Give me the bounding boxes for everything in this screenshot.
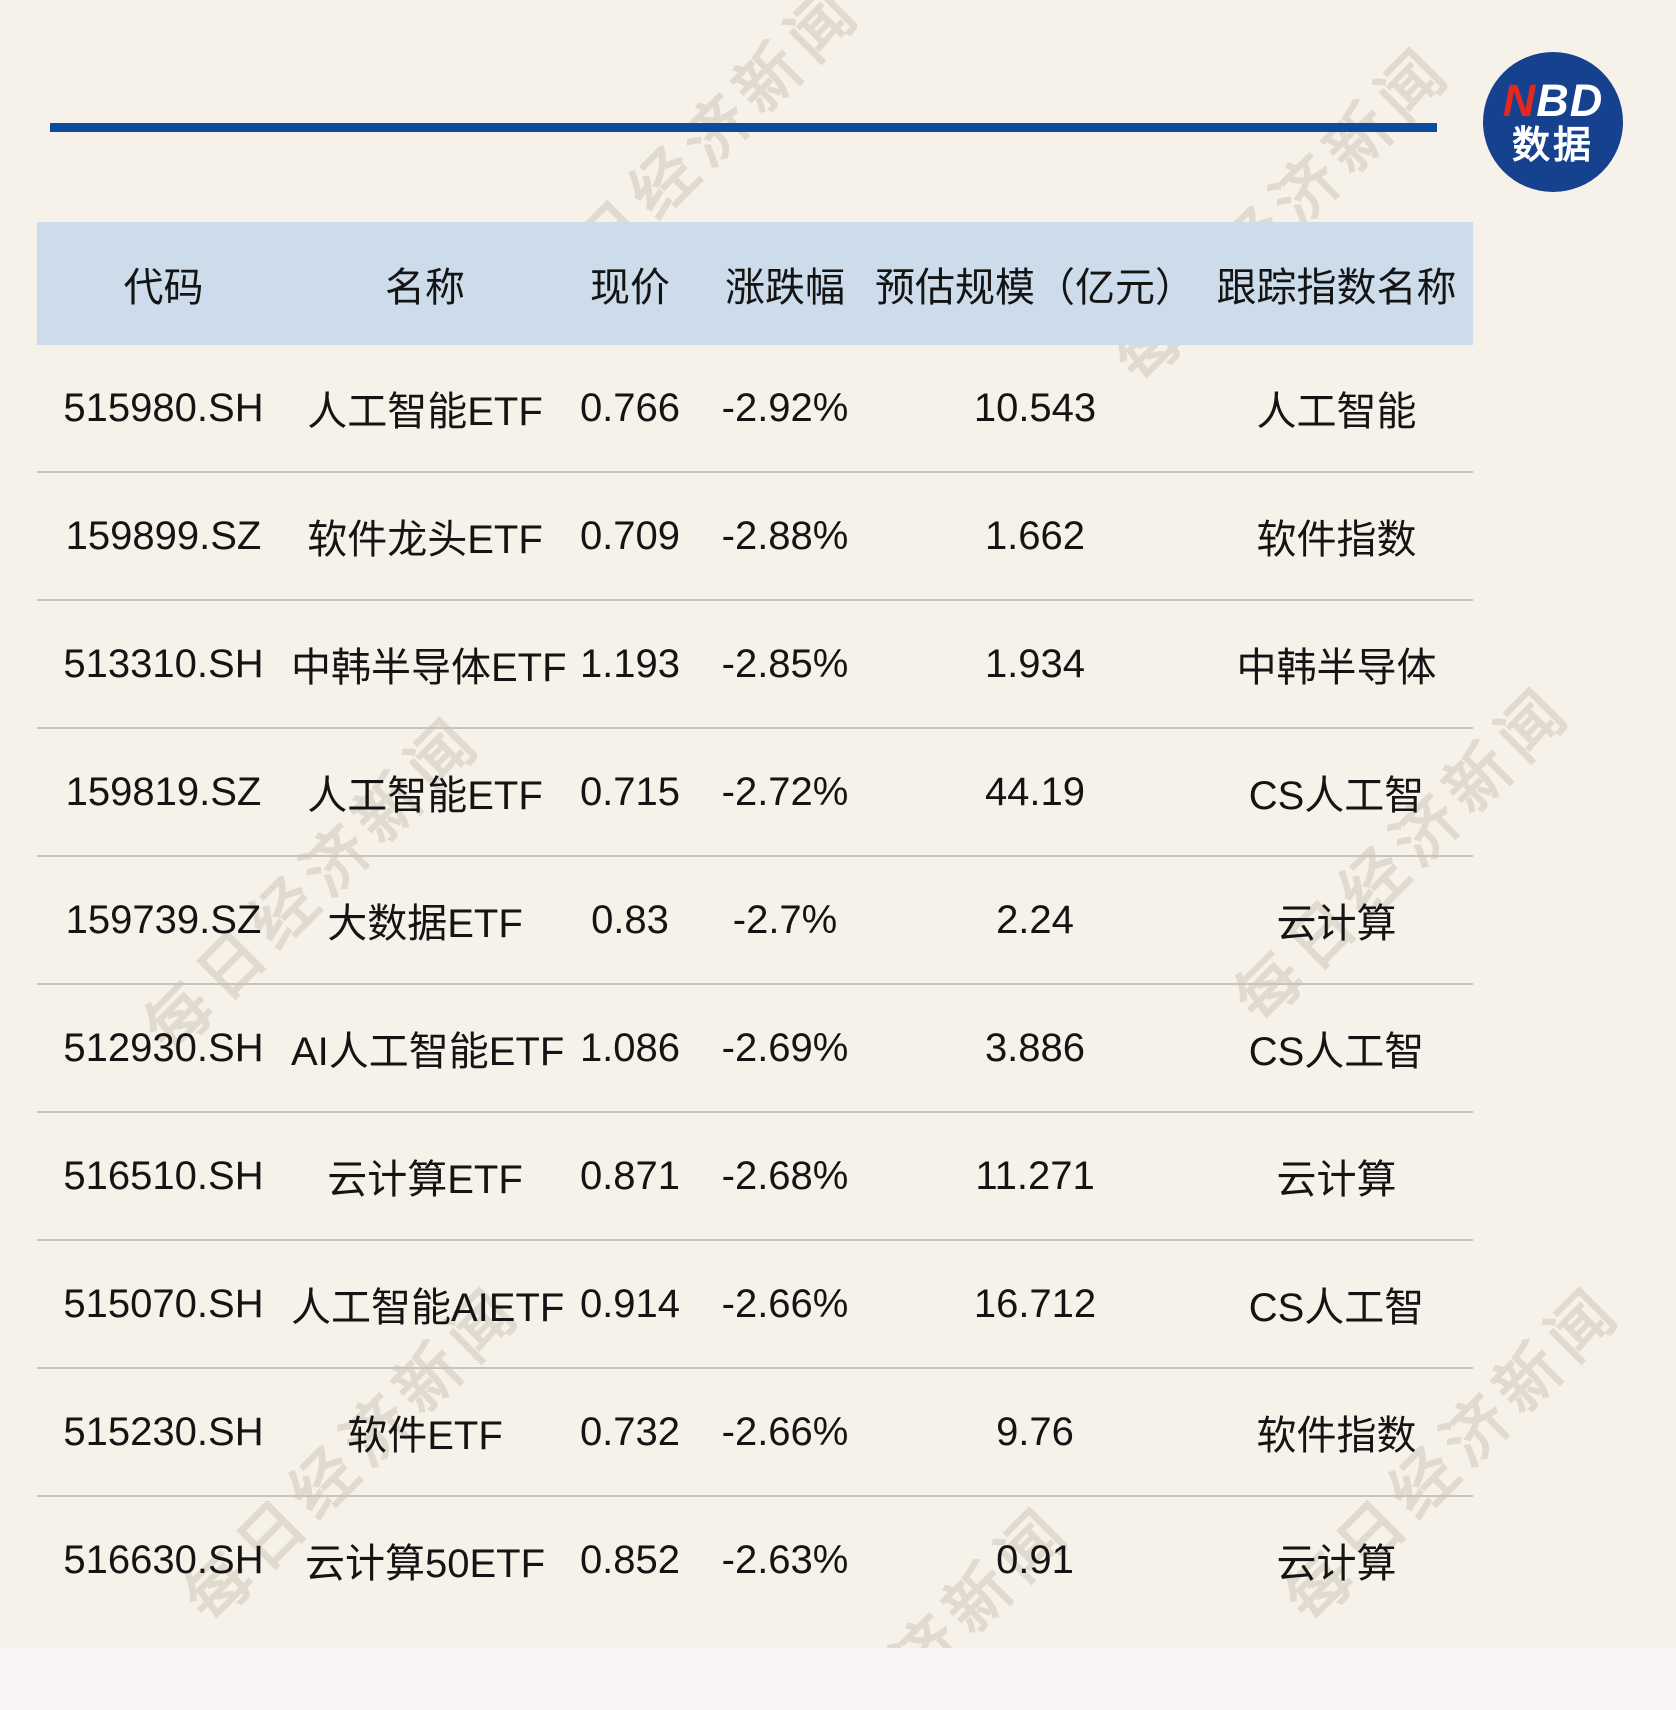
table-row: 512930.SH AI人工智能ETF 1.086 -2.69% 3.886 C… <box>37 983 1473 1111</box>
cell-change: -2.72% <box>700 727 870 855</box>
cell-code: 516510.SH <box>37 1111 290 1239</box>
cell-price: 0.852 <box>560 1495 700 1623</box>
cell-name: 人工智能ETF <box>307 390 543 434</box>
column-header-index: 跟踪指数名称 <box>1200 222 1473 345</box>
column-header-name: 名称 <box>290 222 560 345</box>
cell-code: 516630.SH <box>37 1495 290 1623</box>
cell-scale: 10.543 <box>973 385 1097 430</box>
cell-index: 云计算 <box>1200 1495 1473 1623</box>
cell-scale: 16.712 <box>870 1239 1200 1367</box>
cell-change: -2.92% <box>721 385 849 430</box>
cell-scale: 2.24 <box>870 855 1200 983</box>
column-header-scale: 预估规模（亿元） <box>870 222 1200 345</box>
table-header-row: 代码 名称 现价 涨跌幅 预估规模（亿元） 跟踪指数名称 <box>37 222 1473 345</box>
cell-name: AI人工智能ETF <box>290 983 564 1111</box>
cell-price: 1.086 <box>560 983 700 1111</box>
nbd-logo-letters-bd: BD <box>1536 75 1604 127</box>
cell-price: 0.715 <box>560 727 700 855</box>
etf-table: 代码 名称 现价 涨跌幅 预估规模（亿元） 跟踪指数名称 515980.SH 人… <box>37 222 1473 1623</box>
nbd-logo: NBD 数据 <box>1483 52 1623 192</box>
cell-name: 云计算ETF <box>290 1111 560 1239</box>
cell-change: -2.88% <box>700 471 870 599</box>
cell-price: 0.732 <box>560 1367 700 1495</box>
cell-code: 515980.SH <box>63 385 264 430</box>
cell-change: -2.63% <box>700 1495 870 1623</box>
cell-scale: 11.271 <box>870 1111 1200 1239</box>
table-row: 159899.SZ 软件龙头ETF 0.709 -2.88% 1.662 软件指… <box>37 471 1473 599</box>
cell-price: 0.914 <box>560 1239 700 1367</box>
cell-code: 513310.SH <box>37 599 290 727</box>
cell-name: 人工智能AIETF <box>290 1239 564 1367</box>
cell-change: -2.66% <box>700 1367 870 1495</box>
cell-code: 159899.SZ <box>37 471 290 599</box>
table-row: 513310.SH 中韩半导体ETF 1.193 -2.85% 1.934 中韩… <box>37 599 1473 727</box>
cell-scale: 9.76 <box>870 1367 1200 1495</box>
cell-name: 人工智能ETF <box>290 727 560 855</box>
cell-code: 512930.SH <box>37 983 290 1111</box>
cell-scale: 3.886 <box>870 983 1200 1111</box>
cell-scale: 0.91 <box>870 1495 1200 1623</box>
nbd-logo-wordmark: NBD <box>1503 77 1604 124</box>
cell-index: 云计算 <box>1200 855 1473 983</box>
nbd-logo-letter-n: N <box>1502 75 1537 127</box>
cell-change: -2.68% <box>700 1111 870 1239</box>
table-row: 159819.SZ 人工智能ETF 0.715 -2.72% 44.19 CS人… <box>37 727 1473 855</box>
cell-name: 云计算50ETF <box>290 1495 560 1623</box>
cell-code: 515230.SH <box>37 1367 290 1495</box>
cell-code: 159739.SZ <box>37 855 290 983</box>
etf-table-container: 代码 名称 现价 涨跌幅 预估规模（亿元） 跟踪指数名称 515980.SH 人… <box>37 222 1473 1623</box>
cell-scale: 44.19 <box>870 727 1200 855</box>
cell-index: 云计算 <box>1200 1111 1473 1239</box>
cell-name: 软件龙头ETF <box>290 471 560 599</box>
table-row: 515070.SH 人工智能AIETF 0.914 -2.66% 16.712 … <box>37 1239 1473 1367</box>
cell-scale: 1.662 <box>870 471 1200 599</box>
cell-change: -2.66% <box>700 1239 870 1367</box>
cell-index: 软件指数 <box>1200 1367 1473 1495</box>
cell-index: 中韩半导体 <box>1200 599 1473 727</box>
cell-code: 159819.SZ <box>37 727 290 855</box>
cell-name: 大数据ETF <box>290 855 560 983</box>
cell-index: 人工智能 <box>1256 390 1417 434</box>
table-row: 515230.SH 软件ETF 0.732 -2.66% 9.76 软件指数 <box>37 1367 1473 1495</box>
cell-scale: 1.934 <box>870 599 1200 727</box>
cell-price: 0.871 <box>560 1111 700 1239</box>
column-header-code: 代码 <box>37 222 290 345</box>
cell-index: CS人工智 <box>1200 1239 1473 1367</box>
cell-name: 中韩半导体ETF <box>290 599 567 727</box>
table-row: 516630.SH 云计算50ETF 0.852 -2.63% 0.91 云计算 <box>37 1495 1473 1623</box>
table-row: 516510.SH 云计算ETF 0.871 -2.68% 11.271 云计算 <box>37 1111 1473 1239</box>
column-header-change: 涨跌幅 <box>700 222 870 345</box>
header-rule <box>50 123 1437 132</box>
cell-name: 软件ETF <box>290 1367 560 1495</box>
cell-index: 软件指数 <box>1200 471 1473 599</box>
cell-price: 1.193 <box>560 599 700 727</box>
column-header-price: 现价 <box>560 222 700 345</box>
cell-change: -2.7% <box>700 855 870 983</box>
cell-price: 0.766 <box>579 385 681 430</box>
cell-change: -2.85% <box>700 599 870 727</box>
cell-code: 515070.SH <box>37 1239 290 1367</box>
table-row: 515980.SH 人工智能ETF 0.766 -2.92% 10.543 人工… <box>37 345 1473 471</box>
cell-index: CS人工智 <box>1200 727 1473 855</box>
cell-price: 0.709 <box>560 471 700 599</box>
nbd-logo-subtitle: 数据 <box>1511 124 1594 167</box>
table-row: 159739.SZ 大数据ETF 0.83 -2.7% 2.24 云计算 <box>37 855 1473 983</box>
cell-index: CS人工智 <box>1200 983 1473 1111</box>
bottom-strip <box>0 1648 1676 1710</box>
cell-price: 0.83 <box>560 855 700 983</box>
cell-change: -2.69% <box>700 983 870 1111</box>
